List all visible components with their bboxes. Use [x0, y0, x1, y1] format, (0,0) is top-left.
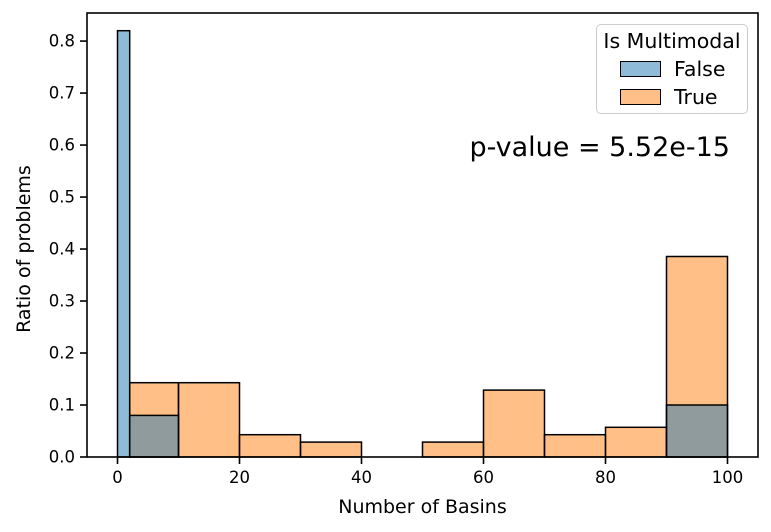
y-tick-label: 0.8	[49, 32, 75, 51]
x-tick-label: 40	[351, 468, 372, 487]
legend-entry-false: False	[597, 55, 747, 83]
y-tick-label: 0.0	[49, 448, 75, 467]
hist-bar-true	[604, 426, 668, 458]
legend-entry-true: True	[597, 83, 747, 111]
y-tick-label: 0.4	[49, 240, 75, 259]
y-tick-label: 0.2	[49, 344, 75, 363]
legend-label-true: True	[674, 84, 718, 109]
legend-label-false: False	[674, 56, 726, 81]
hist-bar-true	[238, 433, 302, 458]
legend-swatch-true	[620, 89, 661, 105]
y-tick-label: 0.6	[49, 136, 75, 155]
x-axis-label: Number of Basins	[338, 496, 507, 518]
legend-swatch-false	[620, 61, 661, 77]
hist-bar-true	[482, 389, 546, 458]
p-value-annotation: p-value = 5.52e-15	[469, 132, 730, 163]
legend-title: Is Multimodal	[603, 29, 741, 53]
hist-bar-false	[128, 414, 180, 458]
y-axis-label: Ratio of problems	[13, 165, 35, 333]
y-tick-label: 0.3	[49, 292, 75, 311]
hist-bar-true	[421, 441, 485, 458]
hist-bar-false	[116, 29, 131, 458]
legend: Is Multimodal False True	[596, 24, 748, 114]
hist-bar-true	[543, 433, 607, 458]
hist-bar-true	[299, 441, 363, 458]
axes-frame	[86, 12, 759, 458]
x-tick-label: 0	[112, 468, 123, 487]
x-tick-label: 100	[712, 468, 744, 487]
hist-bar-false	[665, 404, 729, 458]
x-tick-label: 80	[595, 468, 616, 487]
y-tick-label: 0.5	[49, 188, 75, 207]
hist-bar-true	[177, 381, 241, 458]
y-tick-label: 0.7	[49, 84, 75, 103]
x-tick-label: 20	[229, 468, 250, 487]
y-tick-label: 0.1	[49, 396, 75, 415]
x-tick-label: 60	[473, 468, 494, 487]
